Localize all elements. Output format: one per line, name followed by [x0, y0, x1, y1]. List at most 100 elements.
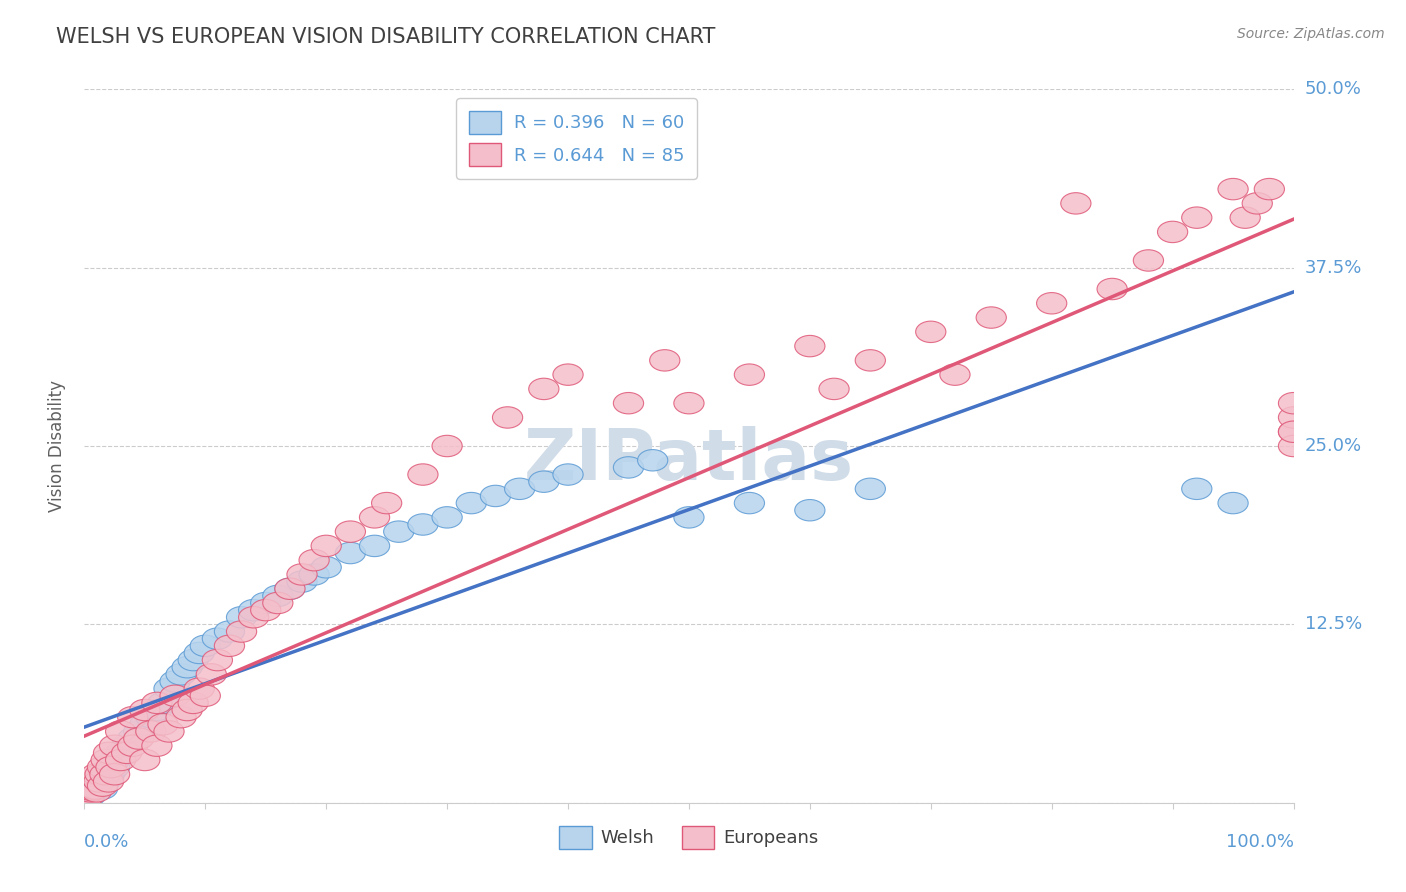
Ellipse shape	[239, 599, 269, 621]
Ellipse shape	[1157, 221, 1188, 243]
Ellipse shape	[613, 392, 644, 414]
Ellipse shape	[360, 507, 389, 528]
Text: Source: ZipAtlas.com: Source: ZipAtlas.com	[1237, 27, 1385, 41]
Ellipse shape	[124, 721, 153, 742]
Ellipse shape	[432, 507, 463, 528]
Ellipse shape	[80, 780, 110, 801]
Ellipse shape	[142, 735, 172, 756]
Text: 12.5%: 12.5%	[1305, 615, 1362, 633]
Ellipse shape	[553, 364, 583, 385]
Legend: Welsh, Europeans: Welsh, Europeans	[550, 817, 828, 858]
Ellipse shape	[384, 521, 413, 542]
Ellipse shape	[1097, 278, 1128, 300]
Ellipse shape	[90, 771, 120, 792]
Ellipse shape	[84, 771, 114, 792]
Ellipse shape	[84, 764, 115, 785]
Ellipse shape	[976, 307, 1007, 328]
Ellipse shape	[100, 749, 129, 771]
Ellipse shape	[299, 549, 329, 571]
Ellipse shape	[75, 785, 104, 806]
Ellipse shape	[172, 657, 202, 678]
Ellipse shape	[529, 378, 560, 400]
Ellipse shape	[1278, 421, 1309, 442]
Text: 100.0%: 100.0%	[1226, 833, 1294, 851]
Ellipse shape	[160, 671, 190, 692]
Ellipse shape	[202, 649, 232, 671]
Ellipse shape	[408, 514, 439, 535]
Ellipse shape	[456, 492, 486, 514]
Ellipse shape	[82, 780, 111, 802]
Ellipse shape	[481, 485, 510, 507]
Ellipse shape	[129, 699, 160, 721]
Ellipse shape	[118, 706, 148, 728]
Ellipse shape	[371, 492, 402, 514]
Ellipse shape	[100, 764, 129, 785]
Ellipse shape	[77, 778, 108, 799]
Ellipse shape	[184, 678, 214, 699]
Ellipse shape	[637, 450, 668, 471]
Ellipse shape	[335, 521, 366, 542]
Ellipse shape	[1241, 193, 1272, 214]
Text: ZIPatlas: ZIPatlas	[524, 425, 853, 495]
Ellipse shape	[160, 685, 190, 706]
Ellipse shape	[148, 714, 179, 735]
Ellipse shape	[239, 607, 269, 628]
Ellipse shape	[87, 756, 118, 778]
Ellipse shape	[118, 735, 148, 756]
Ellipse shape	[76, 778, 107, 799]
Ellipse shape	[1230, 207, 1260, 228]
Ellipse shape	[274, 578, 305, 599]
Ellipse shape	[855, 350, 886, 371]
Ellipse shape	[72, 785, 101, 806]
Ellipse shape	[287, 564, 318, 585]
Ellipse shape	[142, 692, 172, 714]
Ellipse shape	[111, 742, 142, 764]
Ellipse shape	[73, 780, 103, 802]
Text: 0.0%: 0.0%	[84, 833, 129, 851]
Ellipse shape	[136, 721, 166, 742]
Ellipse shape	[91, 749, 121, 771]
Ellipse shape	[202, 628, 232, 649]
Ellipse shape	[1218, 178, 1249, 200]
Ellipse shape	[105, 742, 136, 764]
Ellipse shape	[87, 775, 118, 797]
Ellipse shape	[190, 635, 221, 657]
Ellipse shape	[96, 756, 127, 778]
Ellipse shape	[76, 780, 105, 802]
Ellipse shape	[734, 492, 765, 514]
Ellipse shape	[1181, 478, 1212, 500]
Ellipse shape	[408, 464, 439, 485]
Ellipse shape	[529, 471, 560, 492]
Ellipse shape	[73, 785, 103, 806]
Ellipse shape	[93, 742, 124, 764]
Ellipse shape	[263, 592, 292, 614]
Ellipse shape	[76, 775, 105, 797]
Ellipse shape	[1036, 293, 1067, 314]
Ellipse shape	[90, 764, 120, 785]
Ellipse shape	[250, 599, 281, 621]
Ellipse shape	[82, 771, 111, 792]
Ellipse shape	[214, 635, 245, 657]
Ellipse shape	[1278, 392, 1309, 414]
Ellipse shape	[250, 592, 281, 614]
Ellipse shape	[166, 664, 197, 685]
Ellipse shape	[172, 699, 202, 721]
Ellipse shape	[129, 749, 160, 771]
Ellipse shape	[432, 435, 463, 457]
Y-axis label: Vision Disability: Vision Disability	[48, 380, 66, 512]
Ellipse shape	[915, 321, 946, 343]
Ellipse shape	[1218, 492, 1249, 514]
Ellipse shape	[360, 535, 389, 557]
Ellipse shape	[93, 771, 124, 792]
Ellipse shape	[287, 571, 318, 592]
Text: 25.0%: 25.0%	[1305, 437, 1362, 455]
Ellipse shape	[650, 350, 681, 371]
Ellipse shape	[77, 780, 108, 802]
Ellipse shape	[1181, 207, 1212, 228]
Ellipse shape	[179, 692, 208, 714]
Ellipse shape	[166, 706, 197, 728]
Ellipse shape	[335, 542, 366, 564]
Ellipse shape	[82, 764, 111, 785]
Ellipse shape	[734, 364, 765, 385]
Ellipse shape	[100, 735, 129, 756]
